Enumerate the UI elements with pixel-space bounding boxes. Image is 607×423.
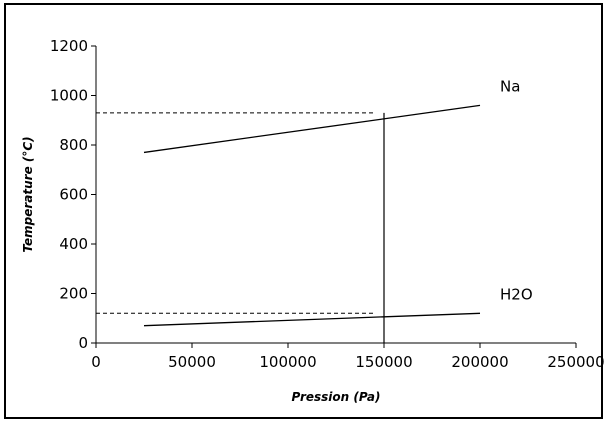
x-tick-label: 250000 (547, 353, 604, 371)
y-tick-label: 600 (59, 186, 88, 204)
annotations (96, 112, 385, 343)
chart-frame (4, 3, 603, 419)
series-label-h2o: H2O (500, 285, 533, 303)
y-tick-label: 1200 (50, 37, 88, 55)
y-axis-title: Temperature (°C) (21, 136, 35, 252)
x-tick-label: 150000 (355, 353, 412, 371)
x-tick-label: 100000 (259, 353, 316, 371)
tick-labels: 0 200 400 600 800 1000 1200 0 50000 100000 150000 2… (50, 37, 605, 371)
y-tick-label: 800 (59, 136, 88, 154)
x-axis-title: Pression (Pa) (292, 390, 381, 404)
series: Na H2O (143, 77, 533, 327)
series-line-na (143, 104, 481, 154)
y-tick-label: 200 (59, 285, 88, 303)
y-tick-label: 1000 (50, 87, 88, 105)
series-label-na: Na (500, 77, 520, 95)
series-line-h2o (143, 312, 481, 327)
x-tick-label: 200000 (451, 353, 508, 371)
y-tick-label: 0 (78, 334, 88, 352)
y-tick-label: 400 (59, 235, 88, 253)
x-tick-label: 50000 (168, 353, 216, 371)
axes (91, 45, 577, 348)
x-tick-label: 0 (91, 353, 101, 371)
